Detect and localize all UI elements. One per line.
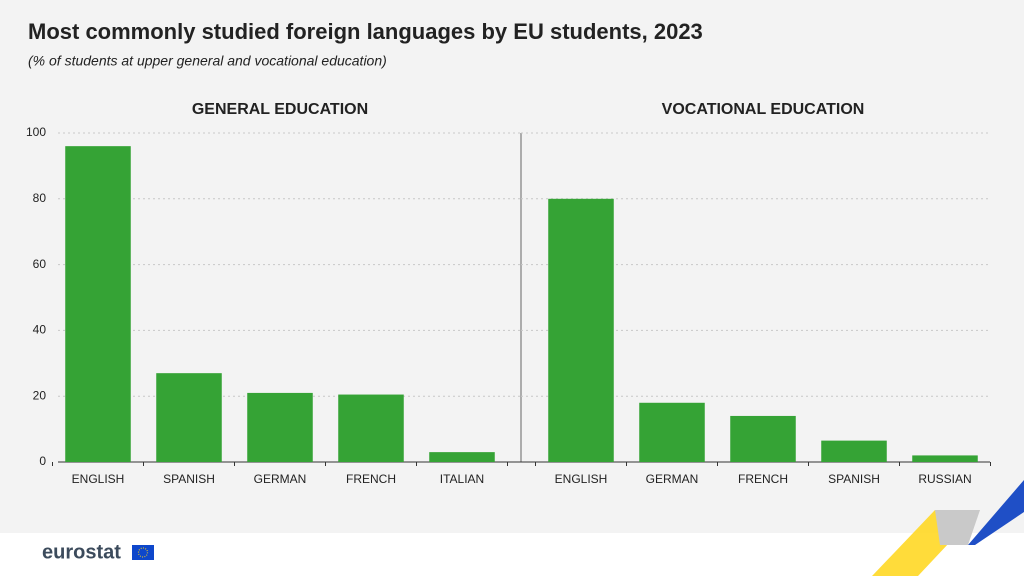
x-tick-label: SPANISH [163, 472, 215, 486]
eu-flag [132, 545, 154, 560]
x-tick-label: GERMAN [254, 472, 307, 486]
bar [639, 402, 705, 462]
y-tick-label: 80 [33, 191, 47, 205]
bar [338, 394, 404, 462]
y-tick-label: 60 [33, 257, 47, 271]
chart-subtitle: (% of students at upper general and voca… [28, 53, 387, 69]
x-tick-label: RUSSIAN [918, 472, 971, 486]
y-tick-label: 40 [33, 323, 47, 337]
x-tick-label: FRENCH [738, 472, 788, 486]
x-tick-label: GERMAN [646, 472, 699, 486]
x-tick-label: SPANISH [828, 472, 880, 486]
bar [548, 198, 614, 463]
chart-title: Most commonly studied foreign languages … [28, 19, 703, 44]
bar [429, 452, 495, 462]
logo-text: eurostat [42, 541, 121, 563]
bar [821, 440, 887, 462]
x-tick-label: FRENCH [346, 472, 396, 486]
bar [912, 455, 978, 462]
y-tick-label: 0 [39, 454, 46, 468]
bar [247, 392, 313, 462]
bar [730, 415, 796, 462]
x-tick-label: ITALIAN [440, 472, 484, 486]
bar [65, 146, 131, 462]
bar [156, 373, 222, 462]
y-tick-label: 100 [26, 125, 46, 139]
x-tick-label: ENGLISH [72, 472, 125, 486]
ribbon-grey [935, 510, 980, 545]
eu-stars [137, 547, 149, 558]
x-tick-label: ENGLISH [555, 472, 608, 486]
y-tick-label: 20 [33, 388, 47, 402]
panel-title: GENERAL EDUCATION [192, 101, 368, 118]
ribbon-blue [940, 480, 1024, 545]
footer-band [0, 533, 1024, 576]
panel-title: VOCATIONAL EDUCATION [662, 101, 865, 118]
